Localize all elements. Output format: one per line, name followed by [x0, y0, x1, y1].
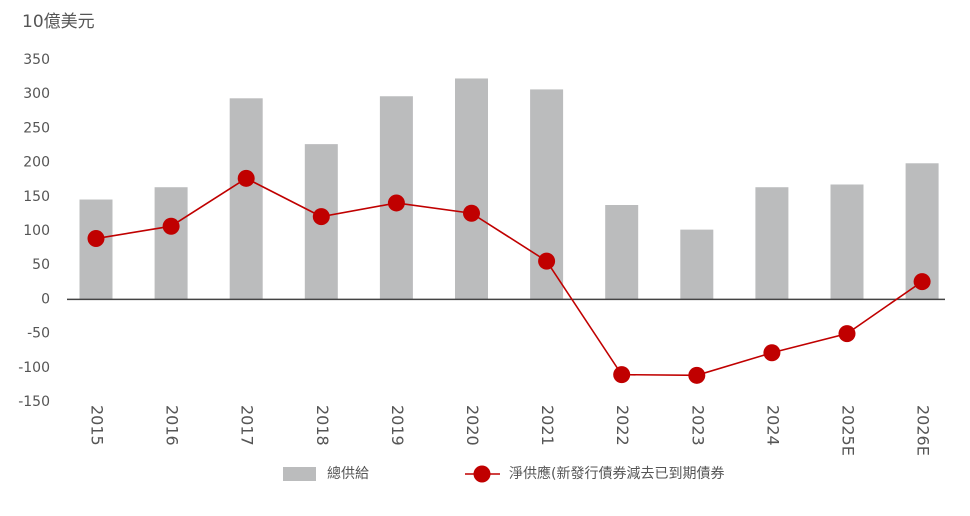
line-marker: [312, 208, 330, 226]
x-tick-label: 2017: [238, 405, 257, 446]
line-marker: [162, 217, 180, 235]
x-tick-label: 2023: [688, 405, 707, 446]
x-tick-label: 2022: [613, 405, 632, 446]
x-tick-label: 2016: [163, 405, 182, 446]
line-marker: [913, 273, 931, 291]
legend-swatch: [283, 467, 316, 481]
y-tick-label: 300: [23, 86, 50, 102]
line: [95, 177, 923, 377]
line-marker: [538, 252, 556, 270]
bar: [755, 187, 789, 300]
line-marker: [237, 169, 255, 187]
line-marker: [763, 344, 781, 362]
y-tick-label: 350: [23, 52, 50, 68]
x-tick-label: 2025E: [839, 405, 858, 456]
x-tick-label: 2015: [88, 405, 107, 446]
legend-swatch-marker: [473, 465, 491, 483]
bar: [680, 229, 714, 300]
y-tick-label: -50: [27, 326, 50, 342]
x-tick-label: 2024: [763, 405, 782, 446]
x-tick-label: 2020: [463, 405, 482, 446]
bar: [455, 78, 488, 300]
y-tick-label: 0: [41, 291, 50, 307]
y-tick-label: 250: [23, 120, 50, 136]
bar: [79, 199, 113, 300]
line-marker: [87, 230, 105, 248]
y-tick-label: 50: [32, 257, 50, 273]
y-tick-label: 100: [23, 223, 50, 239]
line-marker: [613, 366, 631, 384]
bar: [229, 98, 263, 300]
legend-label: 總供給: [327, 465, 369, 482]
x-tick-label: 2026E: [914, 405, 933, 456]
x-tick-label: 2021: [538, 405, 557, 446]
x-tick-label: 2018: [313, 405, 332, 446]
legend-label: 淨供應(新發行債券減去已到期債券: [509, 465, 724, 482]
y-tick-label: 150: [23, 189, 50, 205]
bar: [830, 184, 864, 300]
y-tick-label: -100: [18, 360, 50, 376]
bar: [605, 205, 639, 300]
y-tick-label: -150: [18, 394, 50, 410]
line-marker: [838, 325, 856, 343]
line-marker: [688, 366, 706, 384]
line-marker: [387, 194, 405, 212]
y-tick-label: 200: [23, 155, 50, 171]
x-tick-label: 2019: [388, 405, 407, 446]
bar: [154, 187, 188, 300]
line-marker: [463, 204, 480, 222]
y-axis-label: 10億美元: [22, 12, 95, 32]
